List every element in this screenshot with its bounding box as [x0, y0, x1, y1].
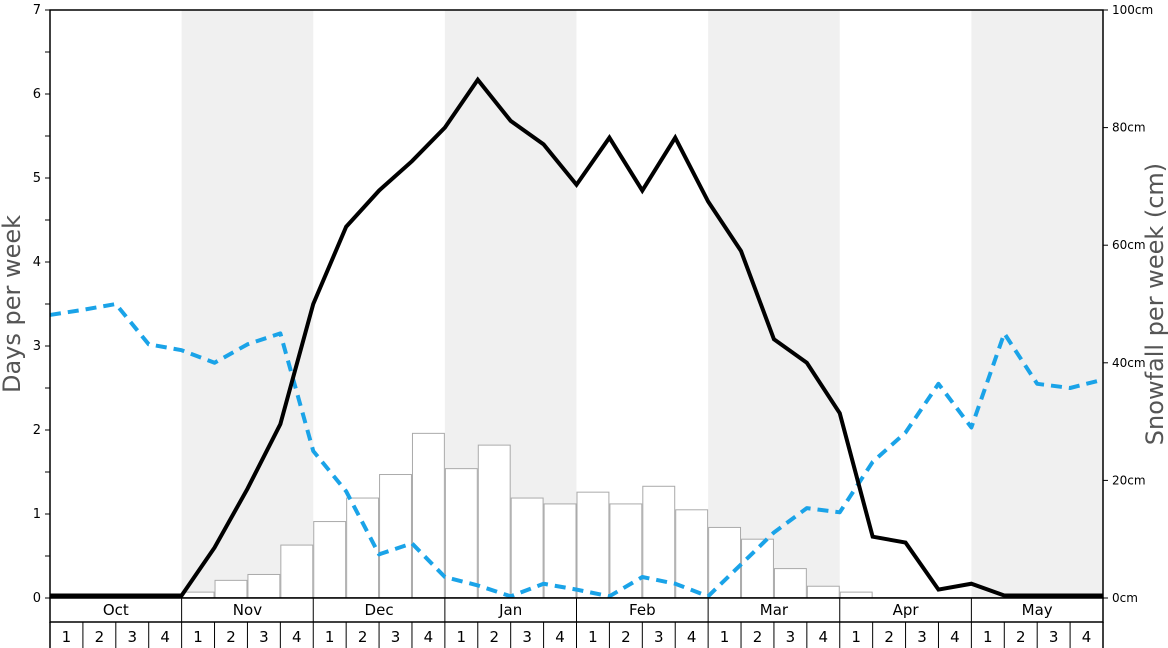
week-label: 4 — [292, 628, 302, 646]
snowfall-bar — [543, 503, 577, 599]
right-tick-label: 20cm — [1112, 473, 1146, 487]
snowfall-bar — [379, 474, 412, 599]
snowfall-bar — [444, 468, 478, 599]
left-axis-title: Days per week — [0, 215, 26, 393]
snowfall-bar — [741, 538, 774, 599]
left-tick-label: 7 — [33, 3, 41, 18]
month-label-oct: Oct — [103, 601, 129, 619]
snowfall-bar — [477, 444, 511, 599]
right-tick-label: 0cm — [1112, 591, 1138, 605]
week-label: 1 — [851, 628, 861, 646]
snowfall-bar — [346, 497, 380, 599]
week-label: 2 — [95, 628, 105, 646]
snowfall-bar — [675, 509, 709, 599]
month-shading — [181, 10, 1103, 598]
week-label: 4 — [160, 628, 170, 646]
week-label: 2 — [753, 628, 763, 646]
left-y-axis: 0 1 2 3 4 5 6 7 — [33, 3, 50, 606]
week-label: 4 — [1082, 628, 1092, 646]
month-axis: Oct Nov Dec Jan Feb Mar Apr May — [49, 597, 1104, 623]
left-tick-label: 2 — [33, 423, 41, 438]
snowfall-bar — [773, 568, 807, 599]
right-tick-label: 100cm — [1112, 3, 1153, 17]
week-label: 1 — [720, 628, 730, 646]
left-tick-label: 4 — [33, 255, 41, 270]
right-tick-label: 40cm — [1112, 356, 1146, 370]
left-tick-label: 6 — [33, 87, 41, 102]
week-label: 3 — [1049, 628, 1059, 646]
week-label: 3 — [127, 628, 137, 646]
shade-may — [971, 10, 1103, 598]
week-label: 2 — [884, 628, 894, 646]
right-tick-label: 60cm — [1112, 238, 1146, 252]
snowfall-bar — [839, 591, 873, 599]
week-label: 1 — [325, 628, 335, 646]
week-label: 4 — [819, 628, 829, 646]
week-label: 3 — [654, 628, 664, 646]
week-label: 1 — [588, 628, 598, 646]
snowfall-bar — [576, 491, 610, 599]
week-label: 4 — [950, 628, 960, 646]
right-y-axis: 0cm 20cm 40cm 60cm 80cm 100cm — [1103, 3, 1153, 605]
month-label-may: May — [1022, 601, 1053, 619]
solid-series — [50, 76, 1103, 598]
week-label: 4 — [687, 628, 697, 646]
week-label: 4 — [555, 628, 565, 646]
month-label-apr: Apr — [893, 601, 920, 619]
month-label-dec: Dec — [365, 601, 394, 619]
dashed-series — [49, 302, 1104, 599]
week-label: 3 — [391, 628, 401, 646]
left-tick-label: 0 — [33, 591, 41, 606]
week-label: 2 — [489, 628, 499, 646]
week-label: 4 — [424, 628, 434, 646]
snowfall-bar — [708, 526, 742, 599]
month-label-feb: Feb — [629, 601, 656, 619]
week-label: 1 — [983, 628, 993, 646]
week-label: 1 — [457, 628, 467, 646]
week-label: 3 — [522, 628, 532, 646]
shade-mar — [708, 10, 840, 598]
snowfall-bar — [510, 497, 544, 599]
snowfall-bar — [313, 521, 347, 599]
snowfall-bar — [806, 585, 840, 599]
snowfall-bar — [214, 579, 248, 599]
week-label: 2 — [621, 628, 631, 646]
week-label: 2 — [358, 628, 368, 646]
month-label-mar: Mar — [760, 601, 789, 619]
left-tick-label: 5 — [33, 171, 41, 186]
shade-nov — [181, 10, 314, 598]
left-tick-label: 1 — [33, 507, 41, 522]
week-label: 2 — [226, 628, 236, 646]
snowfall-bar — [247, 573, 281, 599]
week-label: 1 — [193, 628, 203, 646]
solid-line — [50, 76, 1103, 598]
month-label-nov: Nov — [233, 601, 262, 619]
snowfall-bar — [181, 591, 215, 599]
snowfall-bar — [609, 503, 643, 599]
right-tick-label: 80cm — [1112, 121, 1146, 135]
snowfall-bars — [181, 432, 873, 599]
month-label-jan: Jan — [498, 601, 522, 619]
right-axis-title: Snowfall per week (cm) — [1141, 163, 1168, 445]
week-axis: 1 2 3 4 1 2 3 4 1 2 3 4 1 2 3 4 1 2 3 4 1 2 3 4 1 2 3 4 1 2 3 4 — [49, 622, 1104, 648]
dashed-line — [49, 302, 1104, 599]
snowfall-bar — [280, 544, 314, 599]
week-label: 3 — [786, 628, 796, 646]
week-label: 2 — [1016, 628, 1026, 646]
week-label: 3 — [259, 628, 269, 646]
left-tick-label: 3 — [33, 339, 41, 354]
week-label: 3 — [917, 628, 927, 646]
week-label: 1 — [62, 628, 72, 646]
